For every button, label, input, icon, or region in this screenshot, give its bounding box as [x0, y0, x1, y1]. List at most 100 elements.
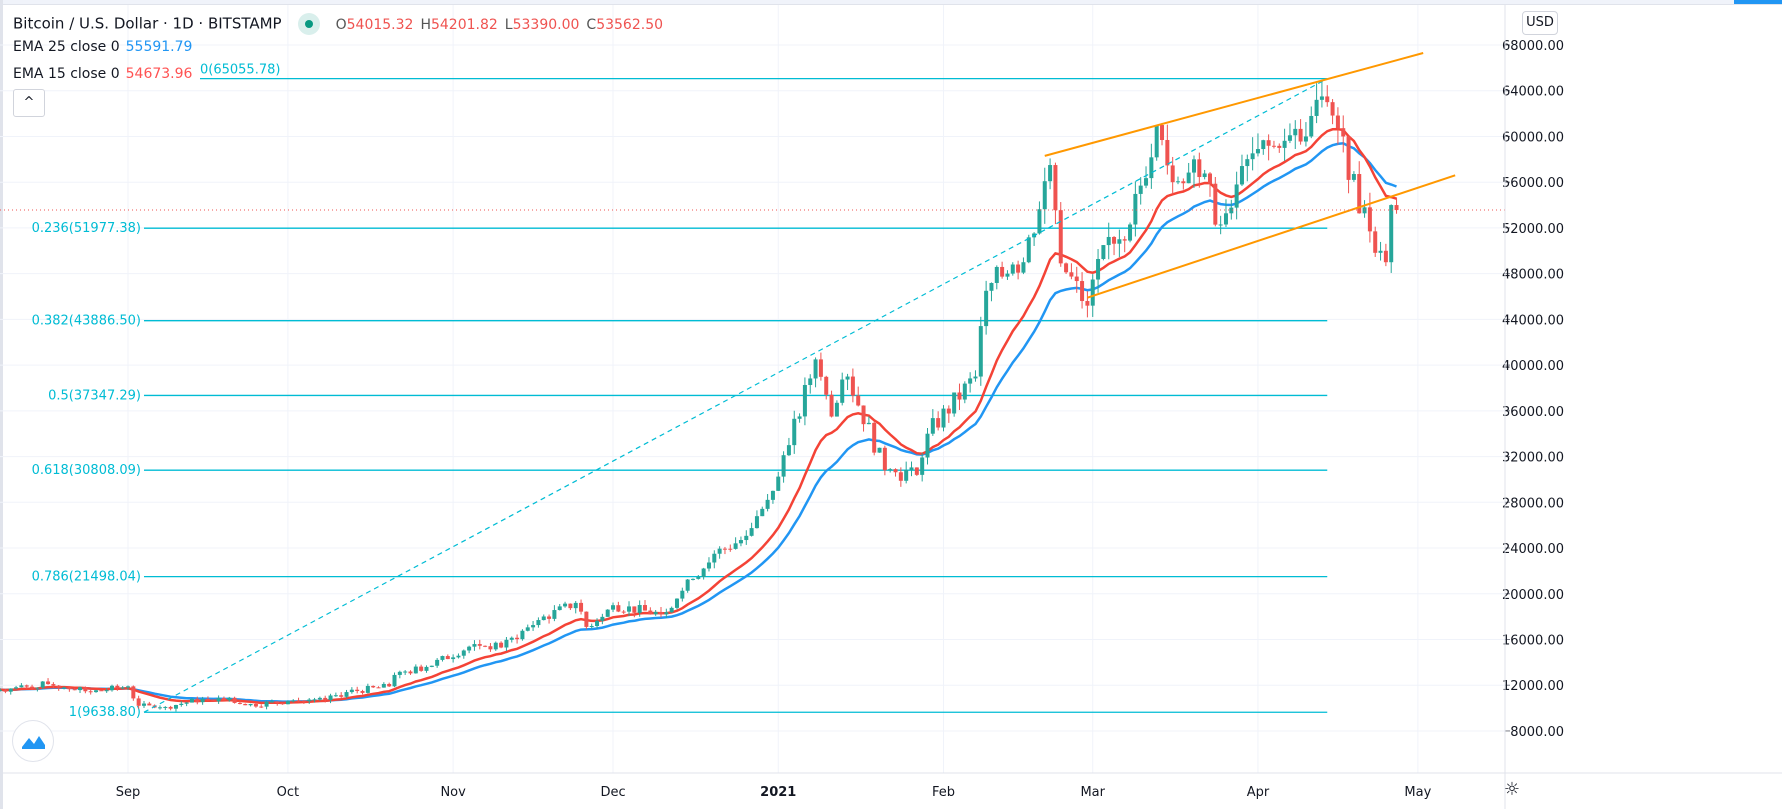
candle-body: [1282, 140, 1287, 148]
candle-body: [674, 598, 679, 608]
price-tick-label: 52000.00: [1502, 222, 1564, 237]
fib-trend-line: [143, 78, 1328, 713]
candle-body: [696, 577, 701, 579]
candle-body: [381, 683, 386, 688]
candle-body: [248, 703, 253, 706]
candle-body: [1223, 213, 1228, 225]
candle-body: [760, 508, 765, 517]
candle-body: [845, 376, 850, 380]
candle-body: [797, 416, 802, 419]
candle-body: [536, 620, 541, 626]
tradingview-logo-icon[interactable]: [12, 720, 54, 762]
candle-body: [78, 687, 83, 691]
candle-body: [627, 606, 632, 612]
candle-body: [515, 637, 520, 640]
candle-body: [712, 553, 717, 563]
candle-body: [488, 646, 493, 650]
candle-body: [520, 630, 525, 640]
candle-body: [877, 447, 882, 453]
candle-body: [914, 467, 919, 475]
candle-body: [898, 472, 903, 481]
candle-body: [882, 447, 887, 471]
candle-body: [1229, 207, 1234, 214]
candle-body: [1218, 224, 1223, 226]
candle-body: [355, 689, 360, 692]
candle-body: [1277, 145, 1282, 148]
candle-body: [99, 690, 104, 692]
candle-body: [1138, 185, 1143, 194]
candle-body: [179, 703, 184, 706]
candle-body: [413, 666, 418, 674]
candle-body: [552, 610, 557, 619]
candle-body: [19, 685, 24, 688]
collapse-legend-button[interactable]: ^: [13, 89, 45, 117]
candle-body: [1154, 125, 1159, 158]
candle-body: [962, 383, 967, 400]
candle-body: [1112, 236, 1117, 244]
candle-body: [1314, 99, 1319, 116]
price-tick-label: 20000.00: [1502, 588, 1564, 603]
candle-body: [232, 697, 237, 703]
price-tick-label: 24000.00: [1502, 542, 1564, 557]
candle-body: [344, 692, 349, 697]
left-edge: [0, 0, 3, 809]
ema15-legend[interactable]: EMA 15 close 0 54673.96: [13, 66, 192, 82]
price-tick-label: 40000.00: [1502, 359, 1564, 374]
candle-body: [131, 686, 136, 699]
candle-body: [728, 548, 733, 550]
candle-body: [83, 687, 88, 692]
time-tick-label: May: [1404, 785, 1431, 800]
candle-body: [339, 695, 344, 697]
candle-body: [1128, 224, 1133, 241]
candle-body: [1181, 181, 1186, 184]
candle-body: [291, 700, 296, 702]
candle-body: [419, 666, 424, 671]
time-tick-label: Mar: [1080, 785, 1105, 800]
settings-icon[interactable]: ☼: [1503, 779, 1521, 800]
currency-button[interactable]: USD: [1522, 11, 1558, 35]
candle-body: [669, 607, 674, 613]
ema25-legend[interactable]: EMA 25 close 0 55591.79: [13, 39, 192, 55]
candle-body: [834, 402, 839, 417]
candle-body: [701, 568, 706, 578]
candle-body: [1021, 262, 1026, 273]
candle-body: [1309, 115, 1314, 137]
candle-body: [770, 490, 775, 500]
candle-body: [173, 705, 178, 709]
candle-body: [1192, 159, 1196, 173]
candle-body: [1373, 231, 1378, 253]
candle-body: [237, 702, 242, 704]
candle-body: [504, 639, 509, 648]
candle-body: [67, 687, 72, 690]
price-tick-label: 32000.00: [1502, 451, 1564, 466]
candle-body: [744, 535, 749, 541]
candle-body: [595, 620, 600, 627]
fib-level-label: 0(65055.78): [200, 63, 280, 78]
candle-body: [541, 616, 546, 621]
candle-body: [317, 697, 322, 700]
candle-body: [253, 703, 258, 707]
open-value: 54015.32: [346, 16, 414, 33]
candle-body: [1176, 181, 1181, 183]
candle-body: [1330, 102, 1335, 116]
candle-body: [323, 697, 328, 701]
ema-lines: [0, 127, 1397, 705]
candle-body: [611, 605, 616, 610]
candle-body: [547, 616, 552, 619]
candle-body: [1117, 239, 1122, 244]
candle-body: [589, 626, 594, 628]
candle-body: [989, 282, 994, 291]
candle-body: [168, 706, 173, 709]
candle-body: [499, 642, 504, 648]
candle-body: [1335, 115, 1340, 129]
candle-body: [717, 548, 722, 554]
candle-body: [40, 681, 45, 688]
candle-body: [403, 671, 408, 673]
candle-body: [157, 707, 162, 709]
high-value: 54201.82: [430, 16, 498, 33]
symbol-title[interactable]: Bitcoin / U.S. Dollar · 1D · BITSTAMP: [13, 14, 282, 33]
candle-body: [690, 578, 695, 580]
time-tick-label: Dec: [600, 785, 625, 800]
candle-body: [829, 394, 834, 417]
